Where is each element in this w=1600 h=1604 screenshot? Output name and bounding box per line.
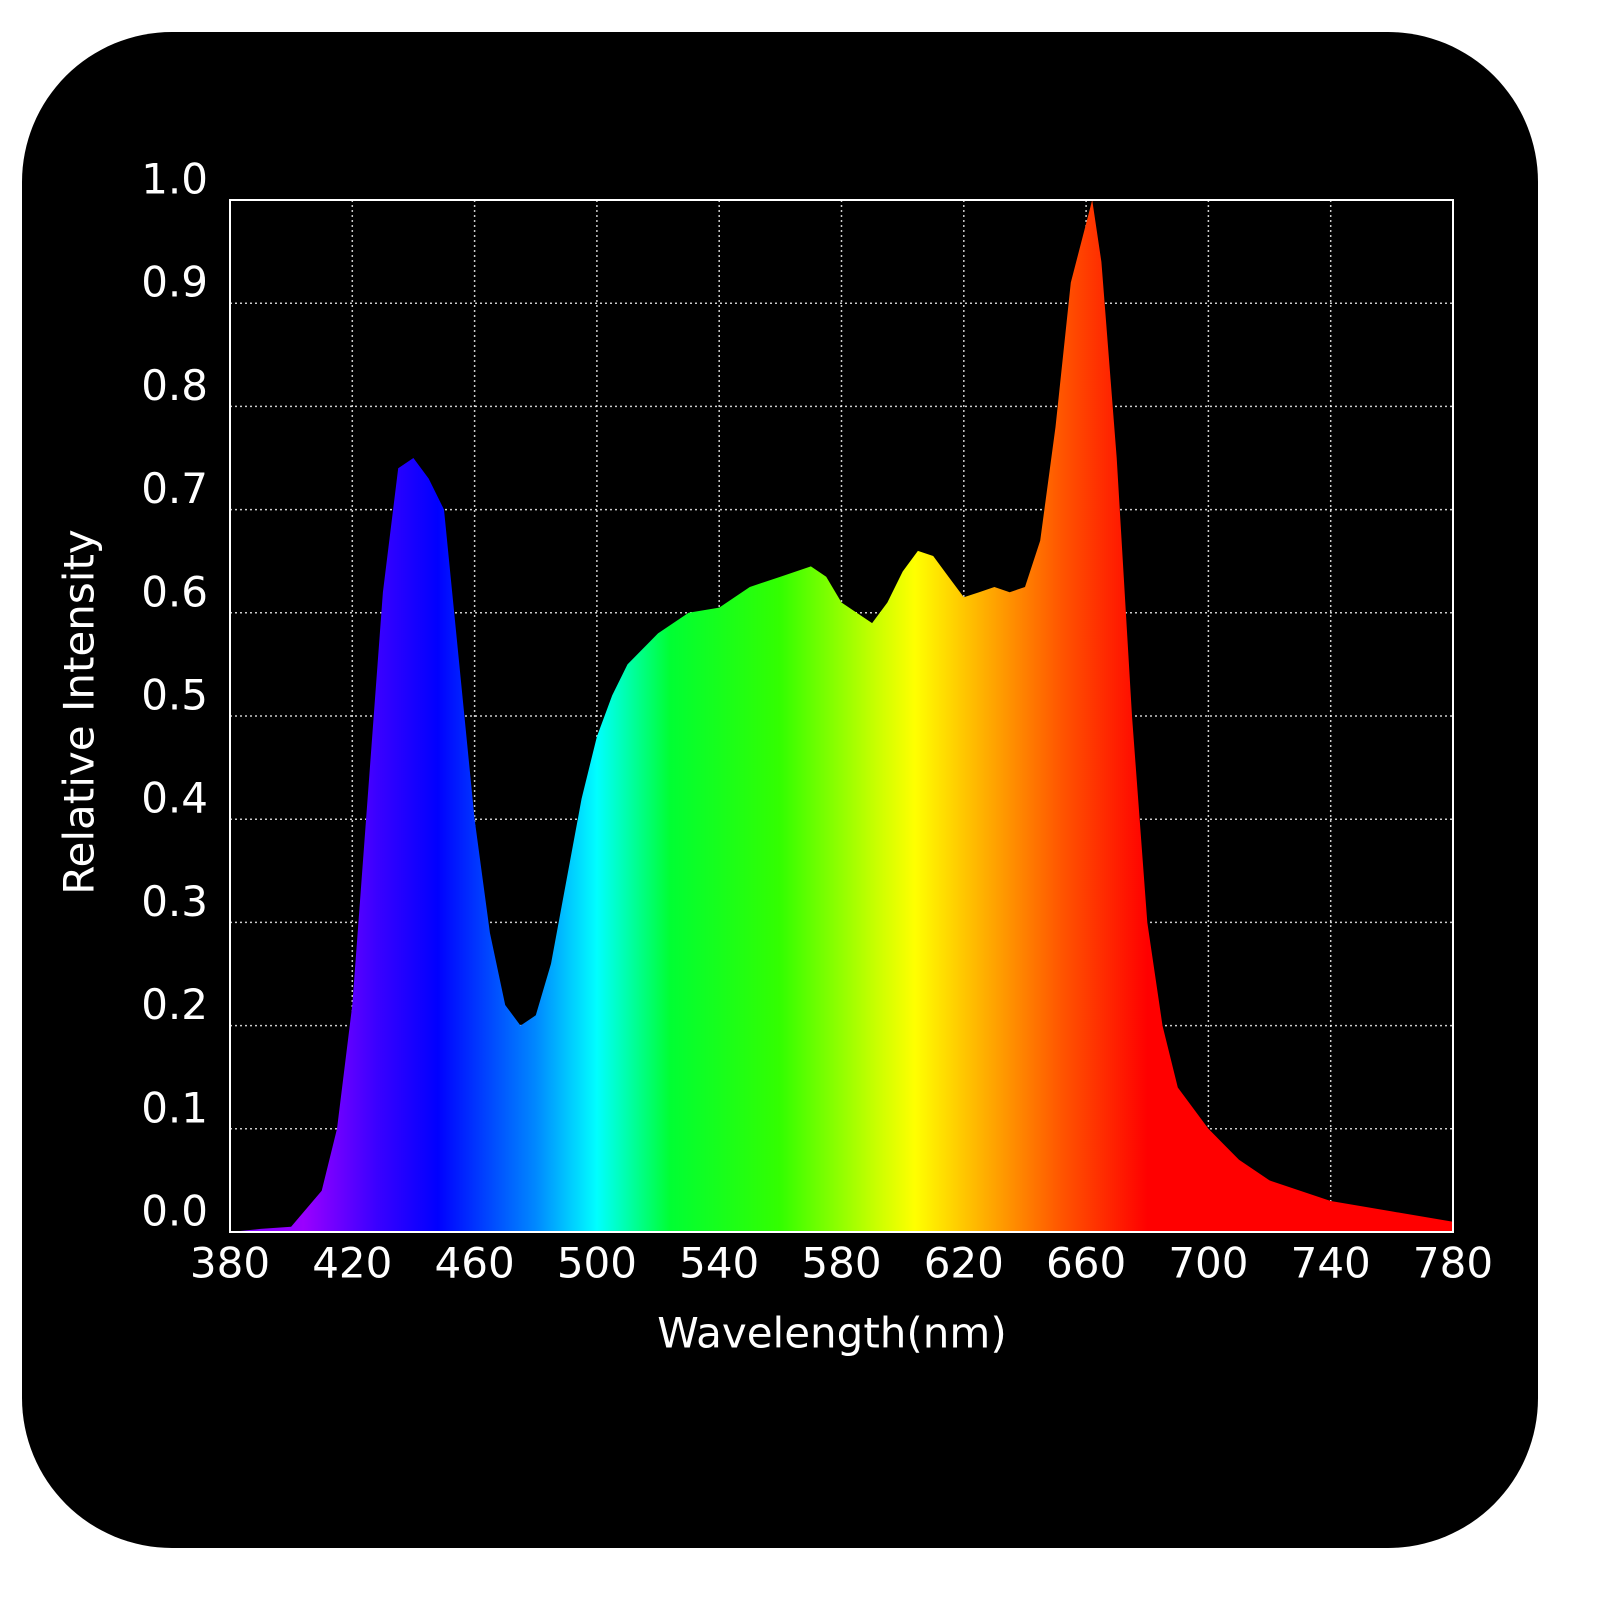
y-tick-label: 0.0 [141,1187,208,1236]
y-tick-label: 0.3 [141,877,208,926]
plot-area [229,199,1454,1233]
x-tick-label: 780 [1413,1239,1493,1288]
x-tick-label: 500 [557,1239,637,1288]
y-tick-label: 0.7 [141,464,208,513]
y-tick-label: 0.6 [141,567,208,616]
y-tick-label: 0.1 [141,1083,208,1132]
spectrum-area [230,200,1453,1232]
y-tick-label: 0.9 [141,258,208,307]
y-tick-label: 0.8 [141,361,208,410]
plot-frame [229,199,1454,1233]
x-tick-label: 540 [679,1239,759,1288]
x-tick-label: 460 [435,1239,515,1288]
x-tick-label: 380 [190,1239,270,1288]
x-tick-label: 580 [801,1239,881,1288]
x-tick-label: 420 [312,1239,392,1288]
x-axis-title: Wavelength(nm) [657,1309,1006,1358]
y-tick-label: 0.5 [141,671,208,720]
x-tick-label: 620 [924,1239,1004,1288]
y-tick-label: 0.2 [141,980,208,1029]
x-tick-label: 700 [1168,1239,1248,1288]
y-tick-label: 1.0 [141,155,208,204]
y-tick-label: 0.4 [141,774,208,823]
y-axis-title: Relative Intensity [55,529,104,895]
x-tick-label: 740 [1291,1239,1371,1288]
x-tick-label: 660 [1046,1239,1126,1288]
